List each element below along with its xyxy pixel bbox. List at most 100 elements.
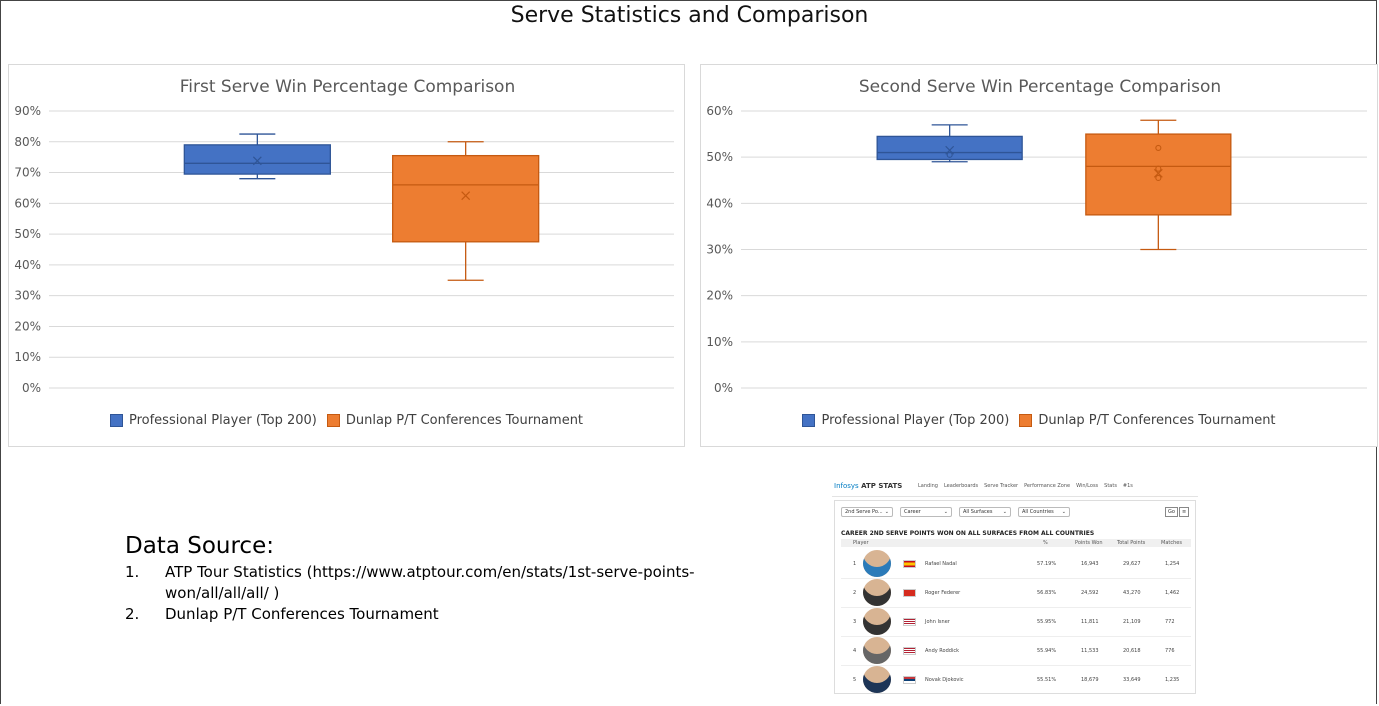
y-tick-label: 50%	[14, 227, 41, 241]
surface-select[interactable]: All Surfaces ⌄	[959, 507, 1011, 517]
player-name[interactable]: Roger Federer	[925, 590, 960, 596]
spain-flag-icon	[903, 560, 916, 568]
chart-title: First Serve Win Percentage Comparison	[180, 77, 516, 97]
player-points-won: 11,811	[1081, 619, 1099, 625]
first-serve-chart: First Serve Win Percentage Comparison 0% 1…	[8, 64, 685, 447]
period-select[interactable]: Career ⌄	[900, 507, 952, 517]
player-matches: 776	[1165, 648, 1175, 654]
atp-nav-item[interactable]: Stats	[1104, 483, 1117, 489]
stat-select-value: 2nd Serve Po...	[845, 509, 883, 515]
player-total-points: 33,649	[1123, 677, 1141, 683]
usa-flag-icon	[903, 647, 916, 655]
page-title: Serve Statistics and Comparison	[0, 3, 1379, 28]
player-points-won: 16,943	[1081, 561, 1099, 567]
player-matches: 1,254	[1165, 561, 1179, 567]
y-tick-label: 0%	[714, 381, 733, 395]
first-serve-chart-svg: First Serve Win Percentage Comparison 0% 1…	[9, 65, 686, 448]
player-pct: 55.95%	[1037, 619, 1056, 625]
chevron-down-icon: ⌄	[1062, 509, 1066, 515]
player-points-won: 11,533	[1081, 648, 1099, 654]
data-source-number: 1.	[125, 562, 165, 604]
data-source-item: 2. Dunlap P/T Conferences Tournament	[125, 604, 695, 625]
atp-table-row[interactable]: 3 John Isner 55.95% 11,811 21,109 772	[841, 607, 1191, 637]
y-tick-label: 40%	[14, 258, 41, 272]
y-tick-label: 90%	[14, 104, 41, 118]
column-header-pct: %	[1043, 540, 1048, 546]
atp-logo-text: ATP STATS	[859, 482, 903, 490]
player-name[interactable]: Rafael Nadal	[925, 561, 957, 567]
atp-table-heading: CAREER 2ND SERVE POINTS WON ON ALL SURFA…	[841, 530, 1094, 537]
y-tick-label: 20%	[706, 289, 733, 303]
player-pct: 56.83%	[1037, 590, 1056, 596]
infosys-logo-text: Infosys	[834, 482, 859, 490]
data-source-text: ATP Tour Statistics (https://www.atptour…	[165, 562, 695, 604]
player-pct: 55.94%	[1037, 648, 1056, 654]
y-tick-label: 40%	[706, 196, 733, 210]
atp-table-row[interactable]: 2 Roger Federer 56.83% 24,592 43,270 1,462	[841, 578, 1191, 608]
player-photo	[863, 608, 891, 635]
y-tick-label: 60%	[14, 196, 41, 210]
legend-swatch-professional	[110, 414, 123, 427]
legend-swatch-professional	[802, 414, 815, 427]
atp-nav-item[interactable]: #1s	[1123, 483, 1133, 489]
data-source-list: 1. ATP Tour Statistics (https://www.atpt…	[125, 562, 695, 625]
player-total-points: 21,109	[1123, 619, 1141, 625]
atp-nav-item[interactable]: Performance Zone	[1024, 483, 1070, 489]
atp-nav-item[interactable]: Leaderboards	[944, 483, 978, 489]
serbia-flag-icon	[903, 676, 916, 684]
atp-nav-item[interactable]: Serve Tracker	[984, 483, 1018, 489]
atp-stats-screenshot: Infosys ATP STATS Landing Leaderboards S…	[832, 476, 1198, 694]
period-select-value: Career	[904, 509, 921, 515]
player-total-points: 20,618	[1123, 648, 1141, 654]
y-tick-label: 50%	[706, 150, 733, 164]
legend-item-professional: Professional Player (Top 200)	[110, 413, 317, 428]
player-name[interactable]: John Isner	[925, 619, 950, 625]
player-matches: 1,235	[1165, 677, 1179, 683]
surface-select-value: All Surfaces	[963, 509, 992, 515]
legend-label-professional: Professional Player (Top 200)	[129, 413, 317, 428]
usa-flag-icon	[903, 618, 916, 626]
legend-swatch-dunlap	[327, 414, 340, 427]
player-pct: 57.19%	[1037, 561, 1056, 567]
player-matches: 772	[1165, 619, 1175, 625]
player-name[interactable]: Novak Djokovic	[925, 677, 963, 683]
atp-filters: 2nd Serve Po... ⌄ Career ⌄ All Surfaces ⌄ A…	[841, 507, 1070, 517]
second-serve-legend: Professional Player (Top 200) Dunlap P/T…	[701, 413, 1377, 428]
atp-nav: Landing Leaderboards Serve Tracker Perfo…	[918, 483, 1133, 489]
y-tick-label: 20%	[14, 319, 41, 333]
data-source-number: 2.	[125, 604, 165, 625]
player-points-won: 24,592	[1081, 590, 1099, 596]
legend-item-professional: Professional Player (Top 200)	[802, 413, 1009, 428]
player-rank: 3	[853, 619, 856, 625]
player-name[interactable]: Andy Roddick	[925, 648, 959, 654]
stat-select[interactable]: 2nd Serve Po... ⌄	[841, 507, 893, 517]
go-button[interactable]: Go	[1165, 507, 1178, 517]
y-tick-label: 60%	[706, 104, 733, 118]
y-tick-label: 10%	[14, 350, 41, 364]
atp-nav-item[interactable]: Landing	[918, 483, 938, 489]
atp-nav-item[interactable]: Win/Loss	[1076, 483, 1098, 489]
player-photo	[863, 579, 891, 606]
box-iqr	[184, 145, 330, 174]
box-iqr	[1086, 134, 1231, 215]
player-photo	[863, 637, 891, 664]
atp-table-row[interactable]: 4 Andy Roddick 55.94% 11,533 20,618 776	[841, 636, 1191, 666]
y-tick-label: 0%	[22, 381, 41, 395]
legend-swatch-dunlap	[1019, 414, 1032, 427]
filter-icon[interactable]: ≡	[1179, 507, 1189, 517]
atp-table-row[interactable]: 5 Novak Djokovic 55.51% 18,679 33,649 1,235	[841, 665, 1191, 694]
atp-table-row[interactable]: 1 Rafael Nadal 57.19% 16,943 29,627 1,254	[841, 549, 1191, 579]
column-header-matches: Matches	[1161, 540, 1182, 546]
data-source-item: 1. ATP Tour Statistics (https://www.atpt…	[125, 562, 695, 604]
box-iqr	[877, 136, 1022, 159]
legend-label-dunlap: Dunlap P/T Conferences Tournament	[1038, 413, 1275, 428]
column-header-points-won: Points Won	[1075, 540, 1103, 546]
y-tick-label: 30%	[14, 289, 41, 303]
country-select[interactable]: All Countries ⌄	[1018, 507, 1070, 517]
chevron-down-icon: ⌄	[1003, 509, 1007, 515]
y-tick-label: 70%	[14, 166, 41, 180]
second-serve-chart-svg: Second Serve Win Percentage Comparison 0%…	[701, 65, 1379, 448]
chart-title: Second Serve Win Percentage Comparison	[859, 77, 1221, 97]
column-header-player: Player	[853, 540, 869, 546]
y-tick-label: 30%	[706, 243, 733, 257]
